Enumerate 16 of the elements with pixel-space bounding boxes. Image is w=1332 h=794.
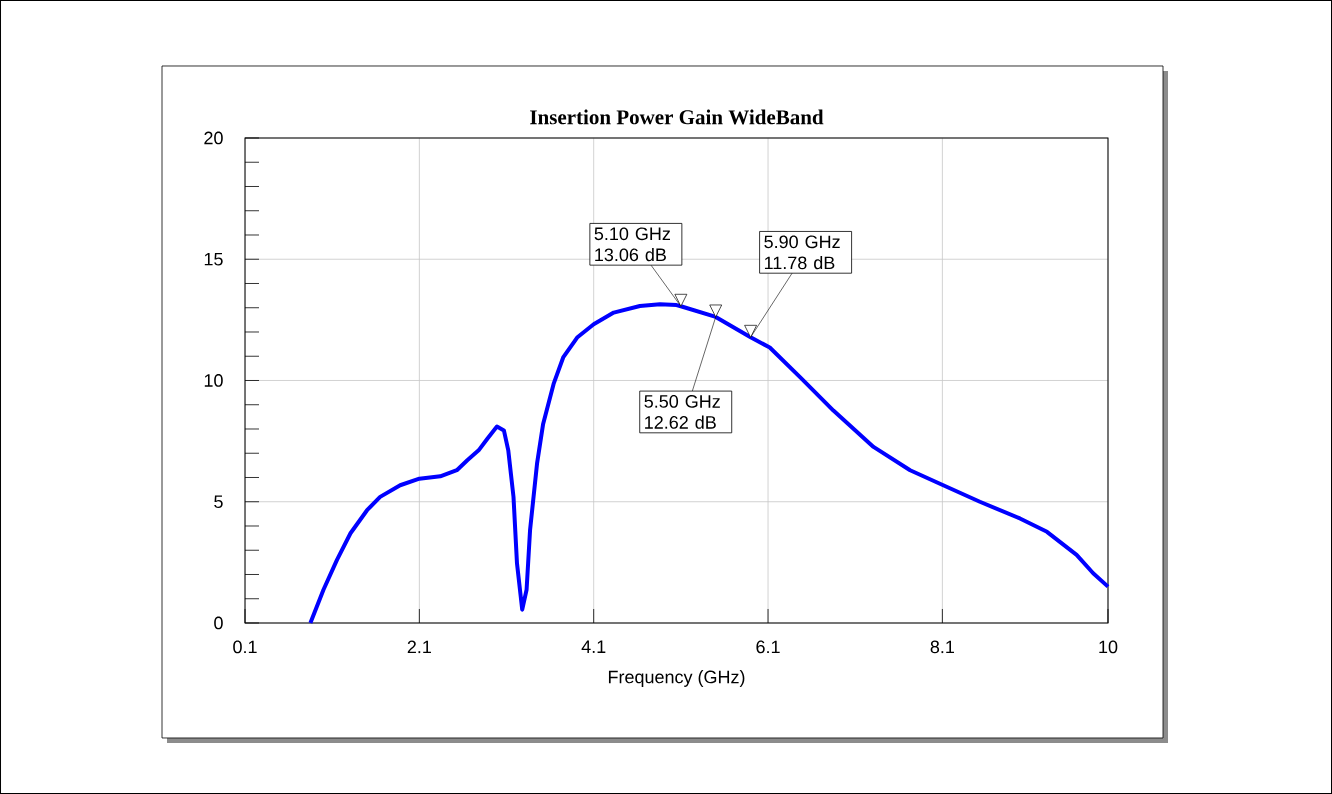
y-tick-label: 5 (214, 495, 223, 509)
y-tick-label: 10 (204, 374, 223, 387)
y-tick-label: 0 (214, 616, 223, 630)
x-axis-title: Frequency (GHz) (608, 670, 745, 687)
annotation: 5.50 GHz 12.62 dB (644, 395, 720, 429)
annotation: 5.90 GHz 11.78 dB (764, 235, 840, 270)
y-tick-label: 20 (204, 131, 223, 145)
x-tick-label: 6.1 (756, 640, 780, 654)
x-tick-label: 2.1 (407, 640, 431, 654)
x-tick-label: 10 (1099, 640, 1118, 654)
x-tick-label: 8.1 (930, 640, 954, 654)
y-tick-label: 15 (204, 252, 223, 266)
annotation: 5.10 GHz 13.06 dB (594, 227, 670, 262)
chart-title: Insertion Power Gain WideBand (530, 109, 824, 125)
x-tick-label: 0.1 (233, 640, 257, 654)
x-tick-label: 4.1 (581, 640, 606, 653)
